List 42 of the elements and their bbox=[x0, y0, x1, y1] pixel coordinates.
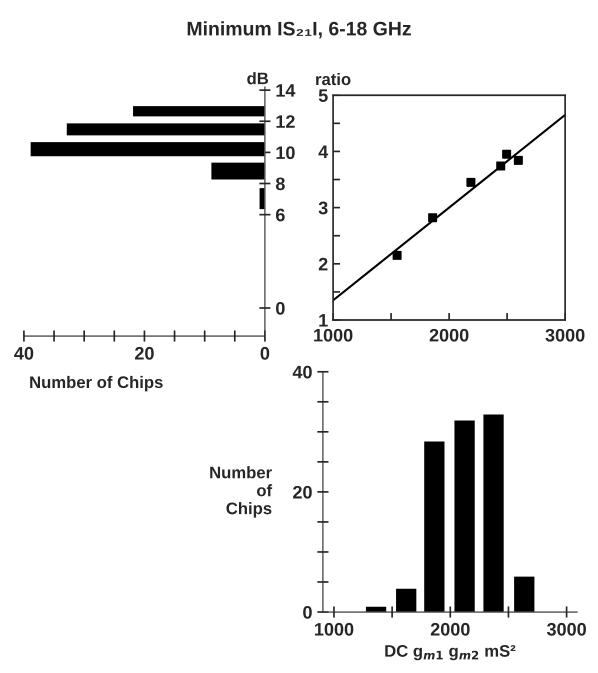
x-tick-label: 40 bbox=[14, 346, 34, 360]
point bbox=[514, 156, 523, 165]
x-axis-title: Number of Chips bbox=[30, 376, 163, 392]
point bbox=[392, 250, 402, 260]
x-axis-title: DC g$_{m1}$ g$_{m2}$ mS² bbox=[385, 645, 516, 660]
y-tick-label: 3 bbox=[318, 202, 328, 214]
y-tick-label: 1 bbox=[319, 314, 328, 327]
x-tick-label: 1000 bbox=[315, 622, 354, 636]
y-axis-title: dB bbox=[247, 72, 268, 84]
bar bbox=[512, 575, 536, 612]
point bbox=[466, 178, 476, 187]
point bbox=[428, 213, 438, 222]
x-tick-label: 3000 bbox=[545, 328, 584, 342]
bar bbox=[453, 419, 476, 612]
y-axis-title: ratio bbox=[316, 72, 350, 86]
y-tick-label: 8 bbox=[276, 177, 285, 190]
y-axis-title: Number of Chips bbox=[210, 466, 272, 518]
bar bbox=[29, 140, 265, 158]
x-tick-label: 3000 bbox=[546, 622, 586, 636]
y-tick-label: 2 bbox=[318, 258, 328, 270]
x-tick-label: 0 bbox=[260, 346, 270, 360]
bar bbox=[364, 605, 388, 612]
y-tick-label: 10 bbox=[276, 146, 295, 160]
y-tick-label: 12 bbox=[276, 115, 295, 128]
x-tick-label: 2000 bbox=[430, 328, 468, 342]
y-tick-label: 0 bbox=[276, 302, 285, 315]
chart-title: Minimum IS₂₁I, 6-18 GHz bbox=[188, 21, 411, 38]
y-tick-label: 6 bbox=[276, 208, 285, 222]
y-tick-label: 14 bbox=[276, 84, 296, 97]
point bbox=[496, 162, 506, 171]
y-tick-label: 40 bbox=[292, 366, 312, 378]
x-tick-label: 2000 bbox=[430, 622, 470, 636]
bar bbox=[422, 440, 446, 612]
y-tick-label: 4 bbox=[318, 146, 328, 158]
y-tick-label: 5 bbox=[318, 89, 328, 102]
point bbox=[502, 150, 512, 159]
bar bbox=[482, 413, 506, 612]
y-tick-label: 20 bbox=[293, 486, 312, 499]
y-tick-label: 0 bbox=[303, 606, 312, 619]
bar bbox=[394, 587, 418, 612]
x-tick-label: 20 bbox=[135, 346, 154, 360]
x-tick-label: 1000 bbox=[314, 328, 352, 342]
